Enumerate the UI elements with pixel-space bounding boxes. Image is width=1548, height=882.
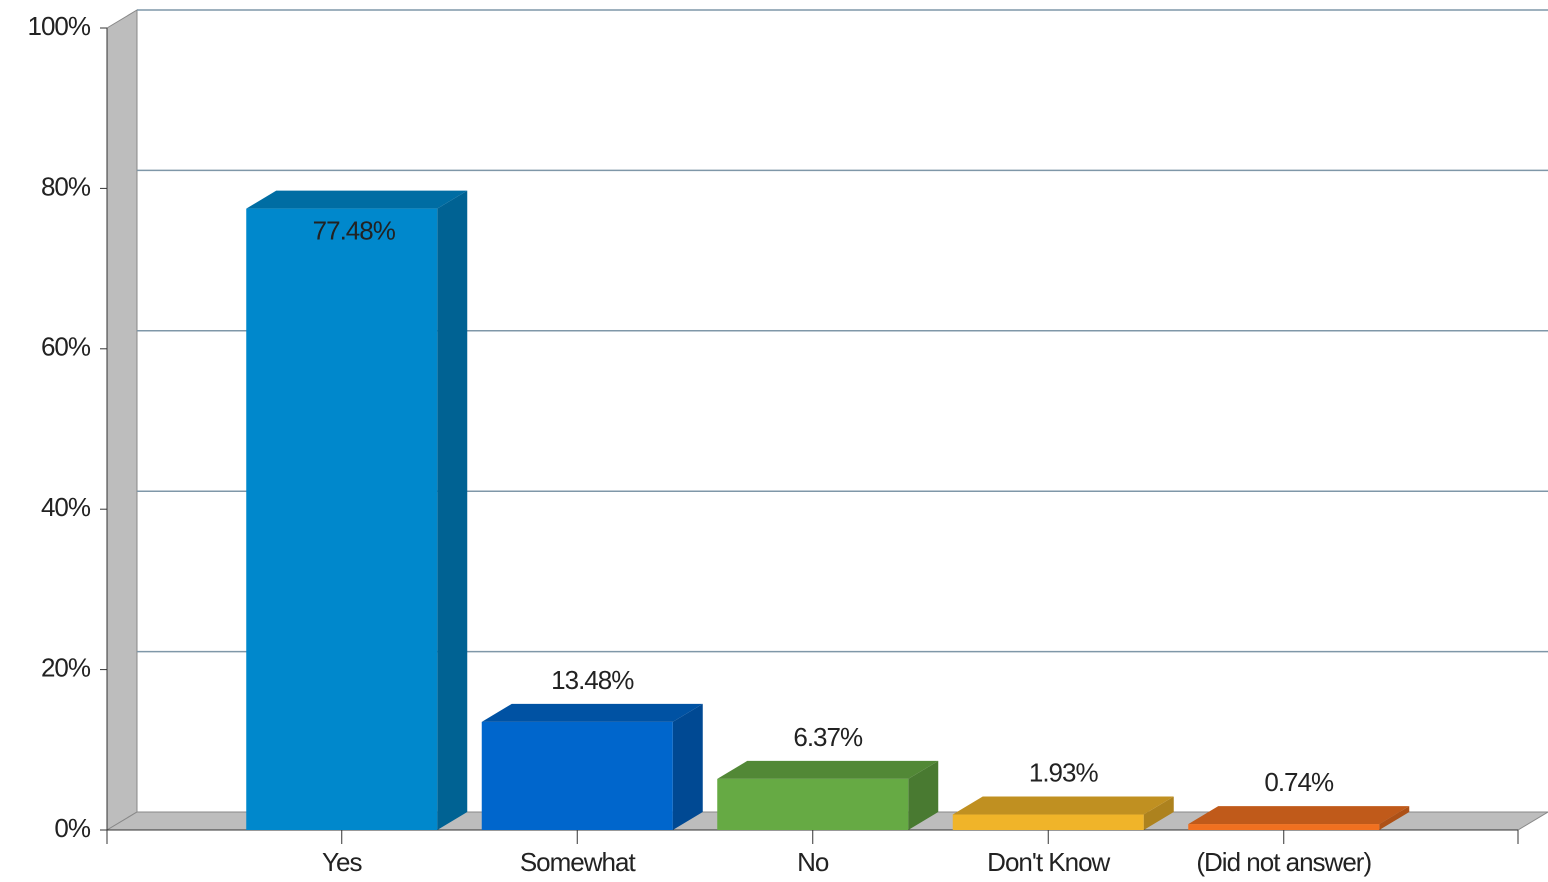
bar [1188,824,1380,830]
bar [246,208,438,830]
y-tick-label: 0% [54,813,90,843]
value-label: 13.48% [551,665,634,695]
bar [717,778,909,830]
x-tick-label: Yes [322,847,362,877]
bar-top [246,190,468,209]
y-tick-label: 80% [41,171,91,201]
value-label: 1.93% [1029,757,1099,787]
bar-top [717,760,939,779]
y-tick-label: 20% [41,652,91,682]
x-tick-label: Somewhat [520,847,637,877]
y-tick-label: 100% [28,11,91,41]
y-tick-label: 40% [41,492,91,522]
bar [481,721,673,830]
bar-side [908,760,939,830]
x-tick-label: (Did not answer) [1196,847,1371,877]
left-wall [106,9,138,831]
value-label: 6.37% [793,722,863,752]
x-tick-label: No [797,847,829,877]
bar [952,814,1144,830]
bar-top [481,703,703,722]
value-label: 0.74% [1264,767,1334,797]
bar-top [952,796,1174,815]
bar-side [1379,806,1410,830]
y-tick-label: 60% [41,332,91,362]
bar-top [1188,806,1410,825]
value-label: 77.48% [313,215,396,245]
bar-side [1143,796,1174,830]
bar-side [672,703,703,830]
x-tick-label: Don't Know [987,847,1110,877]
bar-side [437,190,468,830]
